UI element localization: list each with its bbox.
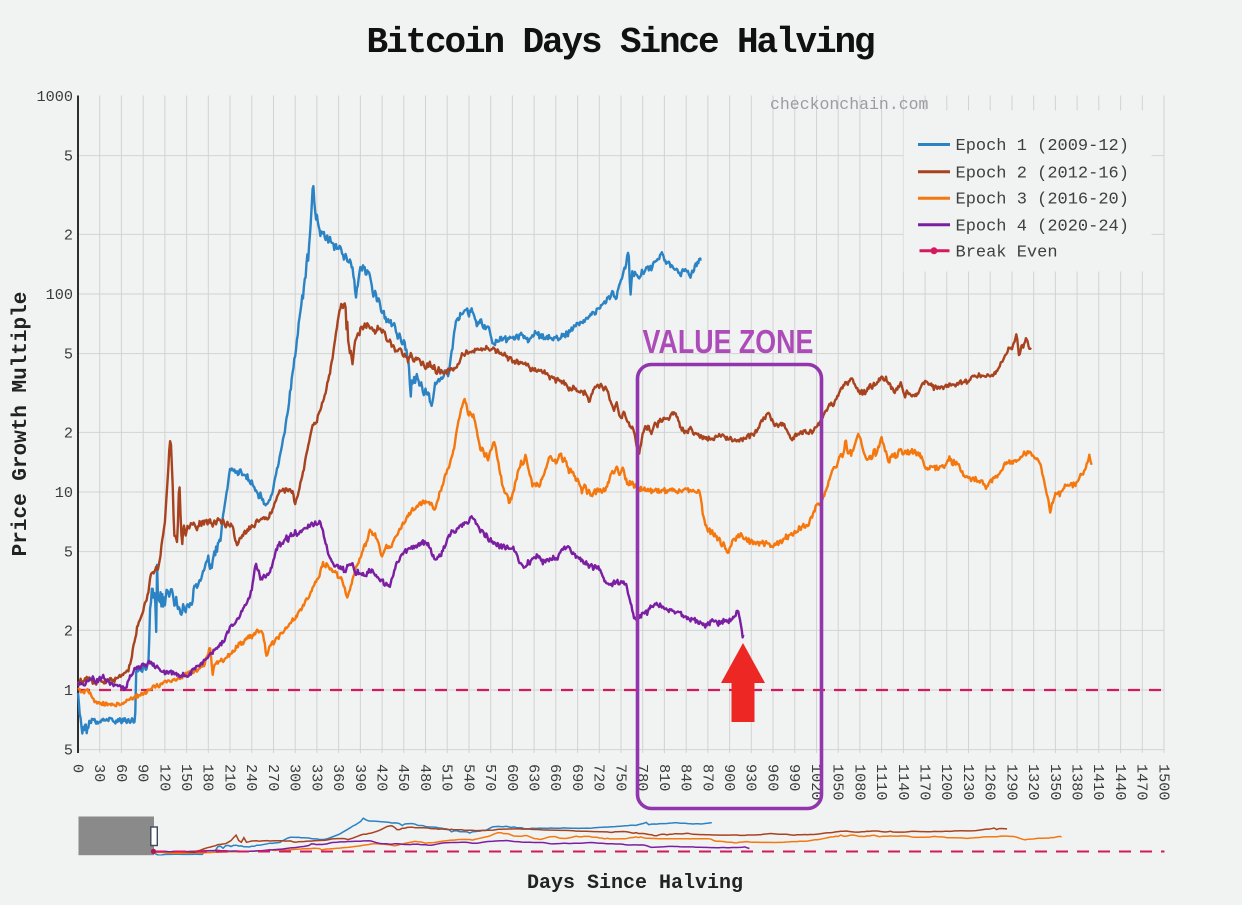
svg-text:180: 180 (199, 764, 217, 791)
svg-text:690: 690 (568, 764, 586, 791)
svg-text:840: 840 (677, 764, 695, 791)
svg-text:810: 810 (655, 764, 673, 791)
svg-text:1260: 1260 (981, 764, 999, 800)
svg-text:420: 420 (373, 764, 391, 791)
svg-text:330: 330 (307, 764, 325, 791)
svg-text:270: 270 (264, 764, 282, 791)
svg-text:5: 5 (64, 346, 73, 364)
svg-text:120: 120 (155, 764, 173, 791)
svg-text:750: 750 (611, 764, 629, 791)
svg-text:checkonchain.com: checkonchain.com (770, 95, 929, 114)
svg-text:150: 150 (177, 764, 195, 791)
svg-text:390: 390 (351, 764, 369, 791)
svg-text:360: 360 (329, 764, 347, 791)
svg-text:510: 510 (438, 764, 456, 791)
svg-text:1140: 1140 (894, 764, 912, 800)
svg-text:1500: 1500 (1154, 764, 1172, 800)
svg-text:1320: 1320 (1024, 764, 1042, 800)
svg-text:30: 30 (90, 764, 108, 782)
svg-text:2: 2 (64, 226, 73, 244)
svg-text:450: 450 (394, 764, 412, 791)
svg-text:2: 2 (64, 424, 73, 442)
svg-text:600: 600 (503, 764, 521, 791)
svg-text:Epoch 4 (2020-24): Epoch 4 (2020-24) (956, 217, 1129, 236)
svg-text:1380: 1380 (1068, 764, 1086, 800)
svg-text:Bitcoin Days Since Halving: Bitcoin Days Since Halving (366, 22, 874, 63)
svg-text:100: 100 (46, 286, 73, 304)
svg-text:1170: 1170 (916, 764, 934, 800)
svg-text:Price Growth Multiple: Price Growth Multiple (10, 292, 33, 557)
svg-text:570: 570 (481, 764, 499, 791)
svg-text:630: 630 (525, 764, 543, 791)
svg-text:870: 870 (698, 764, 716, 791)
svg-text:210: 210 (220, 764, 238, 791)
svg-text:0: 0 (68, 764, 86, 773)
svg-text:1440: 1440 (1111, 764, 1129, 800)
svg-text:300: 300 (286, 764, 304, 791)
svg-text:900: 900 (720, 764, 738, 791)
svg-text:1290: 1290 (1002, 764, 1020, 800)
svg-text:480: 480 (416, 764, 434, 791)
svg-text:60: 60 (112, 764, 130, 782)
svg-text:Epoch 3 (2016-20): Epoch 3 (2016-20) (956, 191, 1129, 210)
svg-text:Break Even: Break Even (956, 243, 1058, 262)
svg-text:1110: 1110 (872, 764, 890, 800)
svg-text:10: 10 (55, 484, 73, 502)
svg-text:1230: 1230 (959, 764, 977, 800)
svg-text:720: 720 (590, 764, 608, 791)
svg-text:1050: 1050 (829, 764, 847, 800)
svg-text:1410: 1410 (1089, 764, 1107, 800)
svg-text:Epoch 2 (2012-16): Epoch 2 (2012-16) (956, 164, 1129, 183)
svg-text:930: 930 (742, 764, 760, 791)
svg-text:Days Since Halving: Days Since Halving (527, 872, 743, 895)
svg-text:Epoch 1 (2009-12): Epoch 1 (2009-12) (956, 137, 1129, 156)
svg-text:540: 540 (459, 764, 477, 791)
svg-text:990: 990 (785, 764, 803, 791)
svg-text:1200: 1200 (937, 764, 955, 800)
svg-text:660: 660 (546, 764, 564, 791)
svg-text:1350: 1350 (1046, 764, 1064, 800)
svg-text:1470: 1470 (1133, 764, 1151, 800)
svg-text:5: 5 (64, 544, 73, 562)
svg-text:1000: 1000 (37, 88, 73, 106)
svg-text:90: 90 (134, 764, 152, 782)
svg-text:240: 240 (242, 764, 260, 791)
svg-text:1: 1 (64, 682, 73, 700)
svg-text:2: 2 (64, 622, 73, 640)
svg-text:1080: 1080 (850, 764, 868, 800)
svg-text:VALUE ZONE: VALUE ZONE (643, 324, 814, 360)
svg-text:5: 5 (64, 148, 73, 166)
svg-text:5: 5 (64, 742, 73, 760)
svg-text:960: 960 (763, 764, 781, 791)
